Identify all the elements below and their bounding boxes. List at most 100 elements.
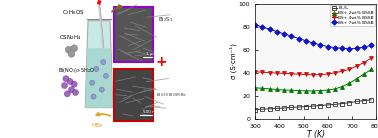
BS+ 4wt% BSSB bbox=[311, 74, 316, 76]
BS+ 7wt% BSSB bbox=[362, 46, 366, 48]
BS+ 7wt% BSSB bbox=[289, 35, 294, 37]
Circle shape bbox=[99, 87, 104, 92]
Line: Bi₂S₃: Bi₂S₃ bbox=[253, 98, 373, 112]
Line: BS+ 2wt% BSSB: BS+ 2wt% BSSB bbox=[253, 67, 373, 93]
Bi₂S₃ bbox=[340, 103, 344, 104]
BS+ 7wt% BSSB bbox=[296, 38, 301, 39]
Bi₂S₃ bbox=[362, 100, 366, 101]
BS+ 4wt% BSSB bbox=[333, 72, 337, 74]
Text: $\mathregular{Bi_2S_3}$: $\mathregular{Bi_2S_3}$ bbox=[158, 15, 174, 24]
FancyArrowPatch shape bbox=[96, 112, 110, 116]
Bi₂S₃ bbox=[347, 102, 352, 104]
Legend: Bi₂S₃, BS+ 2wt% BSSB, BS+ 4wt% BSSB, BS+ 7wt% BSSB: Bi₂S₃, BS+ 2wt% BSSB, BS+ 4wt% BSSB, BS+… bbox=[330, 5, 375, 26]
Bi₂S₃ bbox=[369, 99, 373, 101]
BS+ 2wt% BSSB bbox=[282, 89, 287, 91]
BS+ 4wt% BSSB bbox=[282, 73, 287, 74]
FancyArrowPatch shape bbox=[112, 5, 122, 12]
BS+ 7wt% BSSB bbox=[282, 33, 287, 35]
BS+ 4wt% BSSB bbox=[296, 73, 301, 75]
Circle shape bbox=[71, 81, 77, 87]
BS+ 7wt% BSSB bbox=[340, 47, 344, 49]
Circle shape bbox=[101, 60, 106, 65]
Circle shape bbox=[91, 94, 96, 99]
Bi₂S₃ bbox=[311, 105, 316, 107]
BS+ 2wt% BSSB bbox=[260, 87, 265, 89]
BS+ 2wt% BSSB bbox=[311, 90, 316, 92]
Text: $\mathregular{C_2H_6OS}$: $\mathregular{C_2H_6OS}$ bbox=[62, 8, 85, 17]
Text: 500 nm: 500 nm bbox=[143, 110, 159, 114]
Circle shape bbox=[62, 83, 68, 89]
Bi₂S₃ bbox=[275, 108, 279, 109]
BS+ 4wt% BSSB bbox=[355, 65, 359, 67]
Circle shape bbox=[73, 89, 79, 95]
BS+ 7wt% BSSB bbox=[333, 47, 337, 48]
BS+ 2wt% BSSB bbox=[289, 89, 294, 91]
BS+ 2wt% BSSB bbox=[355, 78, 359, 79]
Polygon shape bbox=[85, 48, 113, 108]
Polygon shape bbox=[85, 21, 113, 108]
Bi₂S₃ bbox=[333, 104, 337, 105]
Line: BS+ 7wt% BSSB: BS+ 7wt% BSSB bbox=[253, 23, 373, 51]
BS+ 4wt% BSSB bbox=[347, 69, 352, 70]
BS+ 4wt% BSSB bbox=[275, 72, 279, 74]
Circle shape bbox=[64, 91, 70, 97]
FancyBboxPatch shape bbox=[114, 7, 153, 62]
Text: +: + bbox=[155, 55, 167, 69]
Circle shape bbox=[65, 46, 72, 53]
BS+ 7wt% BSSB bbox=[260, 26, 265, 28]
BS+ 2wt% BSSB bbox=[325, 89, 330, 91]
Bi₂S₃ bbox=[253, 109, 257, 110]
Circle shape bbox=[68, 50, 75, 57]
Circle shape bbox=[71, 45, 77, 52]
BS+ 4wt% BSSB bbox=[267, 72, 272, 73]
Bi₂S₃ bbox=[355, 101, 359, 102]
Bi₂S₃ bbox=[267, 108, 272, 110]
BS+ 2wt% BSSB bbox=[369, 69, 373, 70]
BS+ 2wt% BSSB bbox=[333, 88, 337, 90]
BS+ 7wt% BSSB bbox=[311, 42, 316, 44]
Bi₂S₃ bbox=[304, 106, 308, 107]
BS+ 7wt% BSSB bbox=[355, 47, 359, 49]
BS+ 7wt% BSSB bbox=[275, 31, 279, 32]
BS+ 2wt% BSSB bbox=[275, 89, 279, 90]
Circle shape bbox=[68, 87, 74, 93]
BS+ 2wt% BSSB bbox=[304, 90, 308, 92]
BS+ 2wt% BSSB bbox=[340, 86, 344, 87]
Bi₂S₃ bbox=[296, 106, 301, 108]
BS+ 7wt% BSSB bbox=[347, 48, 352, 50]
BS+ 7wt% BSSB bbox=[267, 29, 272, 30]
BS+ 4wt% BSSB bbox=[325, 73, 330, 75]
Text: 1 μm: 1 μm bbox=[146, 52, 156, 56]
Bi₂S₃ bbox=[318, 105, 323, 106]
Circle shape bbox=[63, 76, 69, 82]
Text: $\mathregular{Bi_{0.33}(Bi_6S_9)Br}$: $\mathregular{Bi_{0.33}(Bi_6S_9)Br}$ bbox=[156, 92, 186, 99]
Bi₂S₃ bbox=[282, 107, 287, 109]
BS+ 4wt% BSSB bbox=[362, 62, 366, 63]
Bi₂S₃ bbox=[260, 108, 265, 110]
BS+ 4wt% BSSB bbox=[318, 74, 323, 75]
BS+ 2wt% BSSB bbox=[318, 90, 323, 91]
BS+ 2wt% BSSB bbox=[362, 73, 366, 75]
BS+ 4wt% BSSB bbox=[340, 70, 344, 72]
Circle shape bbox=[104, 73, 108, 78]
BS+ 7wt% BSSB bbox=[253, 24, 257, 26]
BS+ 2wt% BSSB bbox=[267, 88, 272, 90]
Bi₂S₃ bbox=[289, 107, 294, 108]
Circle shape bbox=[67, 78, 73, 84]
Bi₂S₃ bbox=[325, 104, 330, 106]
BS+ 4wt% BSSB bbox=[253, 71, 257, 73]
BS+ 7wt% BSSB bbox=[369, 45, 373, 46]
Text: HBr: HBr bbox=[92, 123, 104, 128]
Text: $\mathregular{CSN_2H_4}$: $\mathregular{CSN_2H_4}$ bbox=[59, 33, 82, 42]
BS+ 2wt% BSSB bbox=[253, 87, 257, 89]
BS+ 2wt% BSSB bbox=[296, 90, 301, 91]
BS+ 7wt% BSSB bbox=[325, 46, 330, 47]
Text: $\mathregular{Bi(NO_3)_3{\cdot}5H_2O}$: $\mathregular{Bi(NO_3)_3{\cdot}5H_2O}$ bbox=[57, 66, 94, 75]
Line: BS+ 4wt% BSSB: BS+ 4wt% BSSB bbox=[253, 56, 373, 77]
BS+ 4wt% BSSB bbox=[304, 74, 308, 75]
BS+ 2wt% BSSB bbox=[347, 82, 352, 84]
X-axis label: T (K): T (K) bbox=[307, 130, 325, 138]
BS+ 7wt% BSSB bbox=[318, 44, 323, 46]
Circle shape bbox=[94, 67, 99, 71]
BS+ 4wt% BSSB bbox=[260, 71, 265, 73]
